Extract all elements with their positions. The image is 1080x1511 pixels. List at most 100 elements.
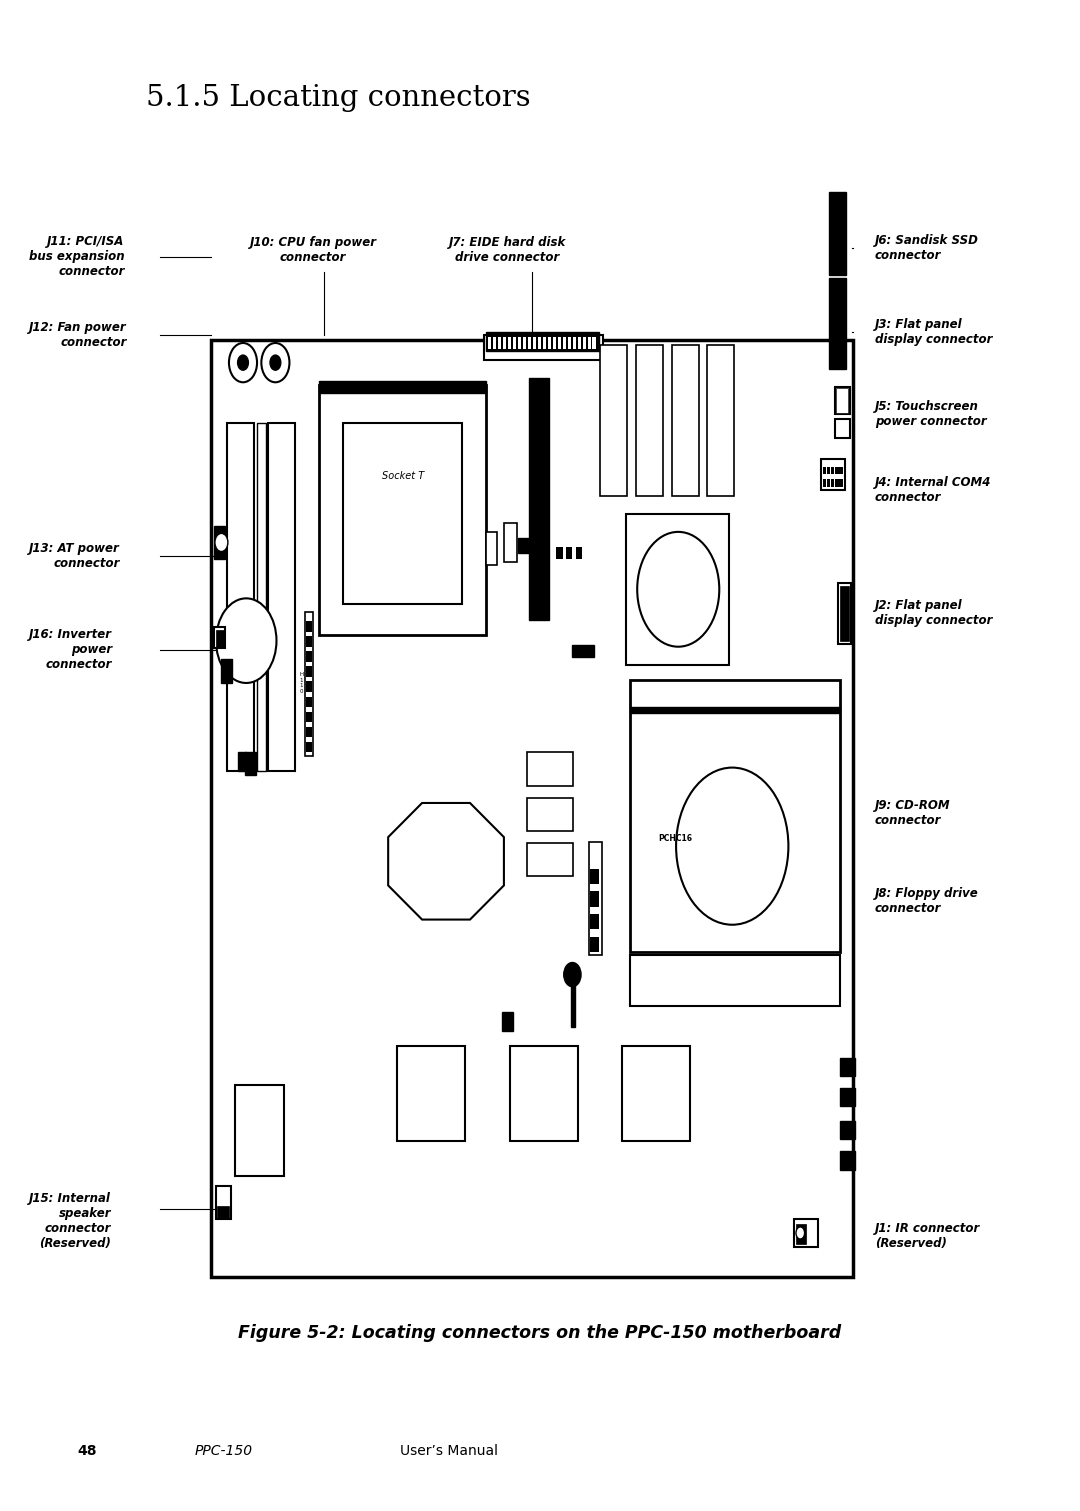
Bar — [840, 1121, 855, 1139]
Circle shape — [229, 343, 257, 382]
Bar — [306, 651, 312, 662]
Bar — [543, 337, 546, 349]
Bar — [626, 514, 729, 665]
Bar — [268, 423, 295, 771]
Bar — [221, 659, 232, 683]
Bar — [572, 337, 576, 349]
Bar — [498, 337, 501, 349]
Bar — [306, 666, 312, 677]
Bar — [306, 727, 312, 737]
Bar — [838, 583, 851, 644]
Bar — [238, 752, 246, 771]
Bar — [590, 914, 599, 929]
Bar — [527, 752, 573, 786]
Bar — [572, 645, 594, 657]
Bar — [840, 1088, 855, 1106]
Bar — [563, 337, 566, 349]
Bar — [528, 337, 531, 349]
Text: J8: Floppy drive
connector: J8: Floppy drive connector — [875, 887, 978, 914]
Bar — [566, 547, 572, 559]
Bar — [538, 337, 541, 349]
Circle shape — [215, 533, 228, 552]
Bar — [840, 1058, 855, 1076]
Bar — [503, 337, 507, 349]
Bar — [593, 337, 596, 349]
Bar — [568, 337, 571, 349]
Bar — [821, 459, 845, 490]
Text: J12: Fan power
connector: J12: Fan power connector — [29, 322, 126, 349]
Bar — [217, 1206, 229, 1218]
Bar — [589, 842, 602, 955]
Text: J2: Flat panel
display connector: J2: Flat panel display connector — [875, 600, 993, 627]
Bar — [835, 479, 838, 487]
Bar — [306, 697, 312, 707]
Bar — [227, 423, 254, 771]
Bar — [827, 479, 831, 487]
Bar — [216, 630, 224, 647]
Bar — [510, 1046, 578, 1141]
Text: 5.1.5 Locating connectors: 5.1.5 Locating connectors — [146, 85, 530, 112]
Bar — [513, 337, 516, 349]
Text: J13: AT power
connector: J13: AT power connector — [29, 542, 120, 570]
Bar — [576, 547, 582, 559]
Text: 48: 48 — [78, 1443, 97, 1458]
Bar — [486, 332, 599, 351]
Bar — [397, 1046, 465, 1141]
Text: J9: CD-ROM
connector: J9: CD-ROM connector — [875, 799, 950, 827]
Bar — [556, 547, 563, 559]
Bar — [257, 423, 266, 771]
Bar — [306, 636, 312, 647]
Bar — [630, 955, 840, 1006]
Bar — [306, 742, 312, 752]
Bar — [214, 526, 225, 559]
Text: J6: Sandisk SSD
connector: J6: Sandisk SSD connector — [875, 234, 978, 261]
Bar — [836, 388, 848, 413]
Bar — [590, 937, 599, 952]
Text: J7: EIDE hard disk
drive connector: J7: EIDE hard disk drive connector — [449, 236, 566, 264]
Text: Figure 5-2: Locating connectors on the PPC-150 motherboard: Figure 5-2: Locating connectors on the P… — [239, 1324, 841, 1342]
Bar — [829, 278, 846, 369]
Bar — [835, 387, 850, 414]
Bar — [707, 345, 734, 496]
Text: J4: Internal COM4
connector: J4: Internal COM4 connector — [875, 476, 991, 503]
Bar — [578, 337, 581, 349]
Circle shape — [564, 963, 581, 987]
Bar — [823, 467, 826, 474]
Bar — [582, 337, 585, 349]
Bar — [518, 337, 522, 349]
Bar — [494, 337, 497, 349]
Bar — [794, 1219, 818, 1247]
Text: J5: Touchscreen
power connector: J5: Touchscreen power connector — [875, 400, 986, 428]
Bar — [211, 340, 853, 1277]
Bar — [235, 1085, 284, 1176]
Bar — [306, 621, 312, 632]
Bar — [306, 681, 312, 692]
Bar — [305, 612, 313, 756]
Bar — [504, 523, 517, 562]
Circle shape — [270, 355, 281, 370]
Bar — [306, 712, 312, 722]
Bar — [557, 337, 561, 349]
Bar — [502, 1012, 513, 1031]
Bar — [839, 479, 842, 487]
Bar — [319, 385, 486, 635]
Text: PPC-150: PPC-150 — [194, 1443, 253, 1458]
Polygon shape — [388, 802, 504, 920]
Bar — [835, 467, 838, 474]
Bar — [590, 891, 599, 907]
Bar — [588, 337, 591, 349]
Circle shape — [796, 1227, 805, 1239]
Text: J11: PCI/ISA
bus expansion
connector: J11: PCI/ISA bus expansion connector — [29, 236, 125, 278]
Bar — [630, 707, 840, 713]
Bar — [622, 1046, 690, 1141]
Bar — [527, 843, 573, 876]
Bar — [508, 337, 511, 349]
Bar — [630, 680, 840, 952]
Text: J16: Inverter
power
connector: J16: Inverter power connector — [29, 629, 112, 671]
Text: J15: Internal
speaker
connector
(Reserved): J15: Internal speaker connector (Reserve… — [29, 1192, 111, 1250]
Text: J10: CPU fan power
connector: J10: CPU fan power connector — [249, 236, 377, 264]
Text: H
1
1
0: H 1 1 0 — [299, 672, 303, 694]
Bar — [590, 869, 599, 884]
Text: J3: Flat panel
display connector: J3: Flat panel display connector — [875, 319, 993, 346]
Bar — [832, 467, 835, 474]
